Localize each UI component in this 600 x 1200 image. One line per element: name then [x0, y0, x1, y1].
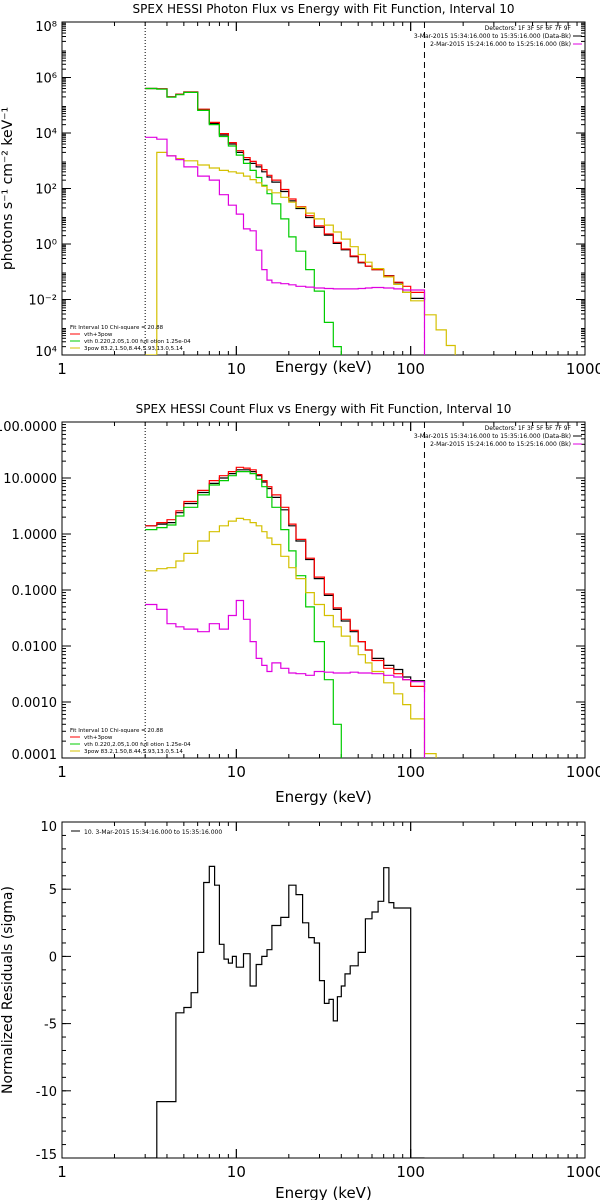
y-tick-label: 10²	[35, 183, 57, 198]
x-tick-label: 1000	[566, 360, 600, 378]
legend-entry: vth+3pow	[84, 735, 113, 741]
y-tick-label: -5	[44, 1018, 57, 1033]
y-tick-label: 1.0000	[12, 528, 58, 543]
y-tick-label: -10	[36, 1085, 57, 1100]
y-tick-label: 10.0000	[3, 472, 57, 487]
series-3-line	[145, 471, 342, 758]
series-5-line	[145, 599, 426, 758]
y-tick-label: 10	[40, 820, 57, 835]
legend-entry: Fit Interval 10 Chi-square = 20.88	[70, 728, 164, 734]
legend-entry: Detectors: 1F 3F 5F 6F 7F 9F	[485, 25, 572, 32]
x-axis-label: Energy (keV)	[275, 788, 372, 806]
legend-entry: 3pow 83.2,1.50,8.44,5.93,13.0,5.14	[84, 346, 183, 352]
series-3-line	[145, 87, 342, 355]
y-tick-label: 100.0000	[0, 420, 57, 435]
legend-entry: vth+3pow	[84, 332, 113, 338]
chart-2: 1 10 100 1000 0.0001 0.0010 0.0100 0.1000 1.0000…	[0, 402, 600, 806]
legend-entry: vth 0.220,2.05,1.00 full otion 1.25e-04	[84, 742, 191, 748]
plot-frame	[61, 21, 586, 356]
y-axis-label: photons s⁻¹ cm⁻² keV⁻¹	[0, 107, 16, 270]
x-tick-label: 10	[227, 1163, 246, 1181]
y-tick-label: 10⁴	[35, 345, 57, 360]
series-5-line	[145, 136, 426, 355]
legend-entry: Detectors: 1F 3F 5F 6F 7F 9F	[485, 425, 572, 432]
y-tick-label: 10⁶	[35, 72, 57, 87]
chart-3: 1 10 100 1000 -15 -10 -5 0 5 10 Energy (keV) Normal…	[0, 820, 600, 1200]
y-tick-label: 0.0100	[12, 640, 58, 655]
x-tick-label: 1000	[566, 763, 600, 781]
y-axis-label: Normalized Residuals (sigma)	[0, 886, 16, 1094]
chart-title: SPEX HESSI Count Flux vs Energy with Fit…	[136, 402, 512, 416]
y-tick-label: 10⁴	[35, 127, 57, 142]
x-tick-label: 10	[227, 763, 246, 781]
x-tick-label: 1	[57, 1163, 67, 1181]
series-4-line	[145, 151, 456, 355]
y-tick-label: -15	[36, 1148, 57, 1163]
plot-frame	[61, 821, 586, 1159]
x-tick-label: 1000	[566, 1163, 600, 1181]
x-tick-label: 1	[57, 360, 67, 378]
series-1-line	[145, 865, 425, 1158]
legend-entry: 2-Mar-2015 15:24:16.000 to 15:25:16.000 …	[430, 441, 571, 448]
x-tick-label: 100	[396, 1163, 425, 1181]
legend-entry: 3-Mar-2015 15:34:16.000 to 15:35:16.000 …	[414, 33, 571, 40]
plot-frame	[61, 421, 586, 759]
y-tick-label: 0.1000	[12, 584, 58, 599]
y-tick-label: 5	[49, 883, 57, 898]
series-group	[145, 466, 437, 758]
y-tick-label: 10⁻²	[28, 294, 57, 309]
x-tick-label: 10	[227, 360, 246, 378]
x-tick-label: 100	[396, 360, 425, 378]
y-tick-label: 0.0010	[12, 696, 58, 711]
y-tick-label: 0.0001	[12, 748, 58, 763]
x-tick-label: 1	[57, 763, 67, 781]
legend-entry: 2-Mar-2015 15:24:16.000 to 15:25:16.000 …	[430, 41, 571, 48]
x-axis-label: Energy (keV)	[275, 358, 372, 376]
legend-entry: 3-Mar-2015 15:34:16.000 to 15:35:16.000 …	[414, 433, 571, 440]
x-axis-label: Energy (keV)	[275, 1184, 372, 1200]
y-tick-label: 10⁰	[35, 238, 57, 253]
chart-1: 1 10 100 1000 10⁴ 10⁻² 10⁰ 10² 10⁴ 10⁶ 10⁸ SPEX HES…	[0, 2, 600, 378]
legend-entry: 10. 3-Mar-2015 15:34:16.000 to 15:35:16.…	[84, 829, 222, 836]
y-tick-label: 10⁸	[35, 20, 57, 35]
chart-title: SPEX HESSI Photon Flux vs Energy with Fi…	[133, 2, 515, 16]
series-group	[145, 87, 456, 355]
series-4-line	[145, 517, 437, 758]
x-tick-label: 100	[396, 763, 425, 781]
legend-entry: Fit Interval 10 Chi-square = 20.88	[70, 325, 164, 331]
y-tick-label: 0	[49, 950, 57, 965]
legend-entry: vth 0.220,2.05,1.00 full otion 1.25e-04	[84, 339, 191, 345]
series-group	[145, 865, 425, 1158]
legend-entry: 3pow 83.2,1.50,8.44,5.93,13.0,5.14	[84, 749, 183, 755]
